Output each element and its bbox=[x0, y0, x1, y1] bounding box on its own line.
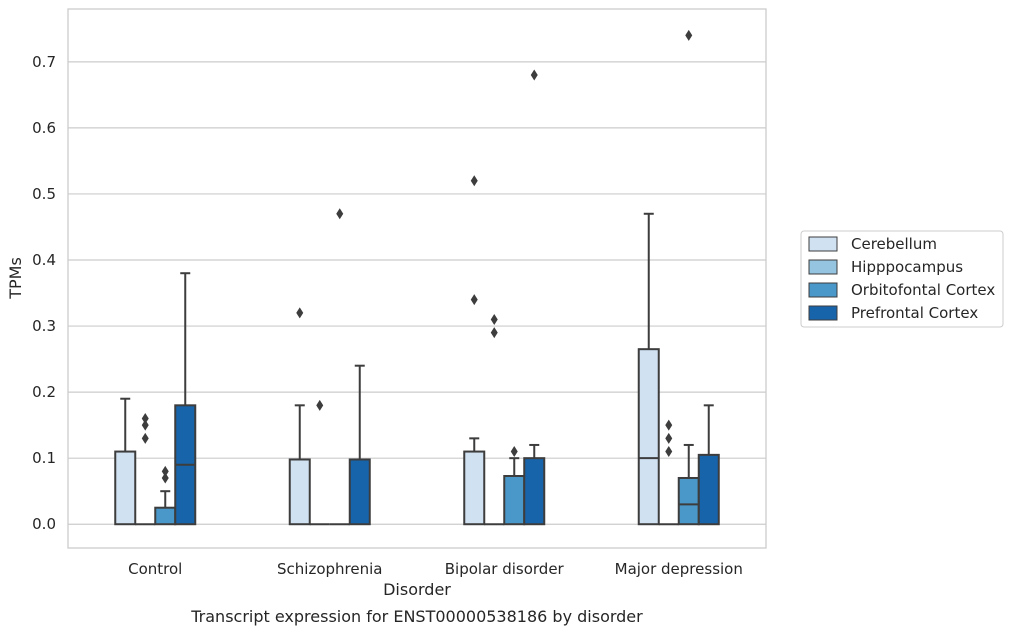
x-tick-label: Control bbox=[128, 560, 182, 578]
x-axis-label: Disorder bbox=[383, 580, 451, 599]
x-tick-label: Major depression bbox=[615, 560, 743, 578]
y-tick-label: 0.5 bbox=[32, 185, 56, 203]
y-tick-label: 0.4 bbox=[32, 251, 56, 269]
plot-frame bbox=[67, 8, 767, 549]
y-tick-label: 0.6 bbox=[32, 119, 56, 137]
outlier-point bbox=[530, 69, 538, 81]
box-groups bbox=[114, 29, 720, 526]
iqr-box bbox=[463, 450, 486, 526]
iqr-box bbox=[503, 475, 526, 526]
plot-area bbox=[68, 9, 766, 548]
y-tick-label: 0.0 bbox=[32, 515, 56, 533]
outlier-point bbox=[161, 472, 169, 484]
outlier-point bbox=[685, 29, 693, 41]
legend-swatch bbox=[808, 305, 838, 321]
y-tick-label: 0.7 bbox=[32, 53, 56, 71]
x-tick-label: Schizophrenia bbox=[277, 560, 382, 578]
box-hipppocampus bbox=[658, 419, 679, 526]
y-axis-label: TPMs bbox=[6, 257, 25, 300]
box-orbitofontal-cortex bbox=[677, 29, 700, 526]
outlier-point bbox=[665, 446, 673, 458]
y-tick-labels: 0.0 0.1 0.2 0.3 0.4 0.5 0.6 0.7 bbox=[32, 53, 56, 533]
legend-label: Prefrontal Cortex bbox=[851, 304, 978, 322]
box-prefrontal-cortex bbox=[523, 69, 546, 526]
y-tick-label: 0.1 bbox=[32, 449, 56, 467]
box-prefrontal-cortex bbox=[174, 272, 197, 526]
legend: Cerebellum Hipppocampus Orbitofontal Corte… bbox=[800, 230, 1004, 328]
outlier-point bbox=[141, 413, 149, 425]
iqr-box bbox=[637, 348, 660, 526]
legend-swatch bbox=[808, 236, 838, 252]
box-hipppocampus bbox=[135, 413, 156, 526]
legend-swatch bbox=[808, 282, 838, 298]
iqr-box bbox=[288, 458, 311, 526]
outlier-point bbox=[665, 419, 673, 431]
y-tick-label: 0.3 bbox=[32, 317, 56, 335]
legend-label: Cerebellum bbox=[851, 235, 937, 253]
box-prefrontal-cortex bbox=[348, 364, 371, 526]
box-orbitofontal-cortex bbox=[329, 208, 350, 526]
outlier-point bbox=[470, 294, 478, 306]
outlier-point bbox=[141, 432, 149, 444]
iqr-box bbox=[114, 450, 137, 526]
box-prefrontal-cortex bbox=[697, 404, 720, 526]
box-cerebellum bbox=[637, 212, 660, 526]
outlier-point bbox=[316, 399, 324, 411]
iqr-box bbox=[154, 506, 177, 526]
legend-swatch bbox=[808, 259, 838, 275]
legend-label: Orbitofontal Cortex bbox=[851, 281, 995, 299]
outlier-point bbox=[296, 307, 304, 319]
outlier-point bbox=[490, 313, 498, 325]
outlier-point bbox=[510, 446, 518, 458]
outlier-point bbox=[665, 432, 673, 444]
outlier-point bbox=[336, 208, 344, 220]
iqr-box bbox=[523, 457, 546, 526]
box-cerebellum bbox=[114, 397, 137, 526]
iqr-box bbox=[348, 458, 371, 526]
y-tick-label: 0.2 bbox=[32, 383, 56, 401]
legend-frame bbox=[800, 230, 1004, 328]
box-cerebellum bbox=[288, 307, 311, 526]
chart-caption: Transcript expression for ENST0000053818… bbox=[190, 607, 643, 626]
outlier-point bbox=[141, 419, 149, 431]
x-tick-label: Bipolar disorder bbox=[445, 560, 565, 578]
iqr-box bbox=[677, 476, 700, 526]
box-cerebellum bbox=[463, 175, 486, 526]
box-orbitofontal-cortex bbox=[503, 446, 526, 526]
box-hipppocampus bbox=[309, 399, 330, 526]
outlier-point bbox=[490, 327, 498, 339]
outlier-point bbox=[470, 175, 478, 187]
iqr-box bbox=[697, 453, 720, 526]
x-tick-labels: Control Schizophrenia Bipolar disorder Majo… bbox=[128, 560, 743, 578]
legend-label: Hipppocampus bbox=[851, 258, 963, 276]
box-hipppocampus bbox=[484, 313, 505, 526]
outlier-point bbox=[161, 465, 169, 477]
